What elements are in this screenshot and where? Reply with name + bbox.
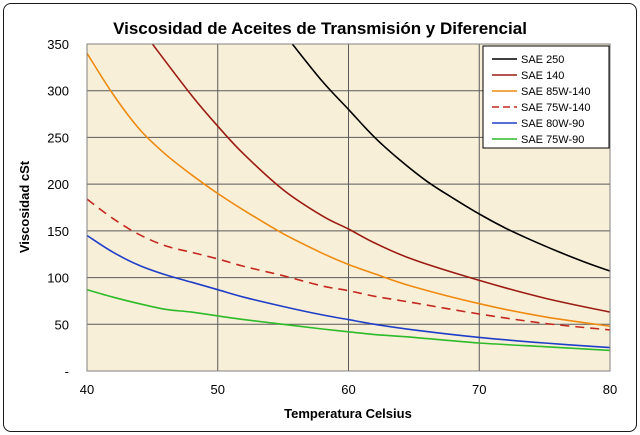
y-axis-ticks: - 50 100 150 200 250 300 350 [47, 37, 69, 379]
x-tick-label: 60 [341, 382, 355, 397]
y-axis-title: Viscosidad cSt [17, 160, 32, 253]
series-lines [86, 43, 611, 352]
legend-label: SAE 140 [521, 70, 564, 82]
y-tick-label: 300 [47, 84, 69, 99]
y-tick-label: 100 [47, 271, 69, 286]
legend-box [482, 45, 610, 149]
x-axis-title: Temperatura Celsius [284, 406, 412, 421]
legend-label: SAE 85W-140 [521, 86, 591, 98]
series-line-sae-75w-140 [86, 198, 611, 331]
chart-title: Viscosidad de Aceites de Transmisión y D… [113, 19, 527, 38]
series-line-sae-140 [151, 43, 611, 313]
x-tick-label: 40 [80, 382, 94, 397]
x-tick-label: 70 [472, 382, 486, 397]
x-tick-label: 80 [603, 382, 617, 397]
legend: SAE 250 SAE 140 SAE 85W-140 SAE 75W-140 SAE … [482, 45, 610, 149]
series-line-sae-85w-140 [86, 52, 611, 327]
legend-label: SAE 250 [521, 54, 564, 66]
y-tick-label: 250 [47, 130, 69, 145]
y-tick-label: 150 [47, 224, 69, 239]
x-axis-ticks: 40 50 60 70 80 [80, 382, 617, 397]
x-tick-label: 50 [211, 382, 225, 397]
series-line-sae-80w-90 [86, 234, 611, 349]
y-tick-label: 50 [55, 317, 69, 332]
y-tick-label: 200 [47, 177, 69, 192]
series-line-sae-250 [291, 43, 611, 272]
series-line-sae-75w-90 [86, 288, 611, 352]
y-tick-label: 350 [47, 37, 69, 52]
y-tick-label: - [65, 364, 69, 379]
plot-border [86, 43, 611, 372]
legend-label: SAE 75W-140 [521, 102, 591, 114]
legend-label: SAE 75W-90 [521, 134, 584, 146]
legend-label: SAE 80W-90 [521, 118, 584, 130]
